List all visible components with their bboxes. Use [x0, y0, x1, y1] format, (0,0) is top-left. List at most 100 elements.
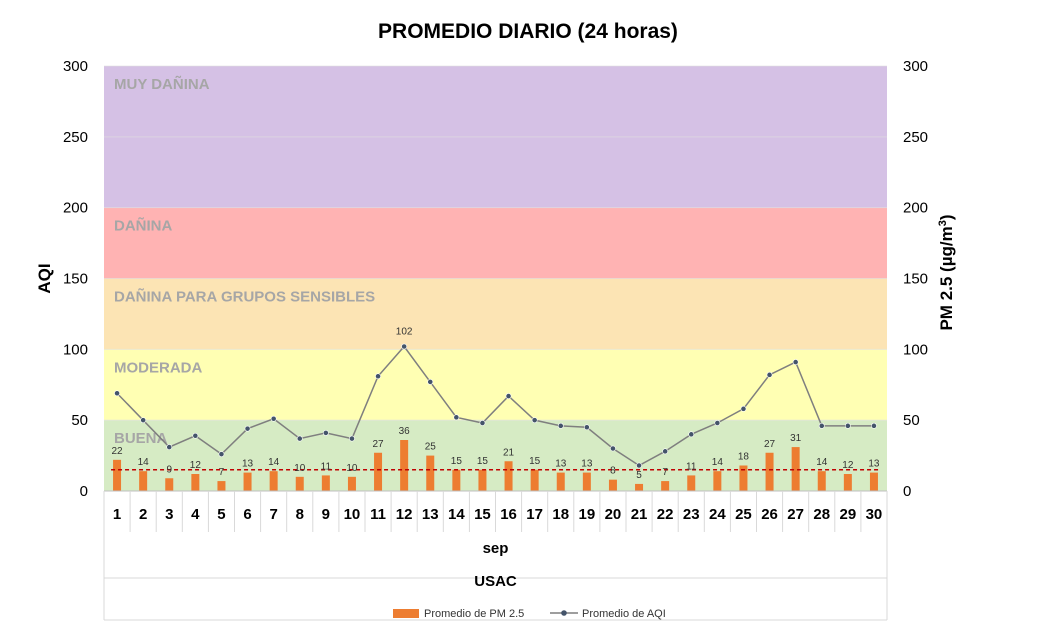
x-tick-label: 6	[243, 506, 251, 523]
aqi-point	[401, 343, 408, 350]
pm25-bar-label: 12	[190, 460, 202, 471]
pm25-bar-label: 27	[764, 439, 776, 450]
pm25-bar-label: 14	[816, 457, 828, 468]
x-tick-label: 15	[474, 506, 491, 523]
x-tick-label: 12	[396, 506, 413, 523]
pm25-bar-label: 7	[662, 467, 668, 478]
x-axis-sublabel: sep	[483, 540, 509, 557]
aqi-point	[818, 422, 825, 429]
aqi-point	[844, 422, 851, 429]
aqi-point	[140, 417, 147, 424]
pm25-bar	[608, 479, 617, 491]
pm25-bar	[843, 474, 852, 491]
y-right-tick-0: 0	[903, 483, 911, 500]
pm25-bar-label: 11	[686, 461, 697, 472]
y-left-tick-3: 150	[63, 271, 88, 288]
pm25-bar-label: 13	[868, 459, 880, 470]
pm25-bar-label: 21	[503, 447, 515, 458]
aqi-point	[688, 431, 695, 438]
band-label-0: BUENA	[114, 430, 168, 447]
pm25-bar-label: 11	[321, 461, 332, 472]
aqi-point	[322, 430, 329, 436]
aqi-point	[662, 448, 669, 455]
pm25-bar-label: 14	[268, 457, 280, 468]
x-axis-group-label: USAC	[474, 573, 517, 590]
y-left-tick-1: 50	[71, 412, 88, 429]
pm25-bar	[661, 481, 670, 491]
legend-bar-swatch	[393, 609, 419, 618]
y-right-tick-6: 300	[903, 58, 928, 75]
pm25-bar-label: 14	[712, 457, 724, 468]
pm25-bar	[452, 469, 461, 491]
aqi-point	[531, 417, 538, 424]
pm25-bar-label: 7	[219, 467, 225, 478]
x-tick-label: 28	[813, 506, 830, 523]
pm25-bar-label: 10	[294, 463, 306, 474]
pm25-bar	[347, 476, 356, 491]
x-tick-label: 19	[579, 506, 596, 523]
y-right-tick-5: 250	[903, 129, 928, 146]
legend-line-marker	[561, 610, 567, 616]
pm25-bar-label: 14	[138, 457, 150, 468]
y-left-axis-title: AQI	[35, 263, 54, 293]
y-left-tick-0: 0	[80, 483, 88, 500]
pm25-bar-label: 18	[738, 452, 750, 463]
x-tick-label: 29	[840, 506, 857, 523]
data-labels: 22 14 9 12 7 13 14 10 11 10 27 36 25 15 15 21 15 13 13 8 5 7 1…	[111, 327, 879, 481]
aqi-line-path	[116, 345, 874, 467]
x-tick-label: 5	[217, 506, 225, 523]
pm25-bar	[191, 474, 200, 491]
pm25-bar-label: 25	[425, 442, 437, 453]
aqi-point	[114, 390, 120, 397]
pm25-bar-label: 13	[242, 459, 254, 470]
pm25-bar	[478, 469, 487, 491]
pm25-bar	[791, 447, 800, 491]
pm25-bar	[139, 471, 148, 491]
legend-line-label: Promedio de AQI	[582, 608, 666, 620]
aqi-point	[479, 420, 486, 426]
pm25-bar	[426, 455, 435, 491]
pm25-bar-label: 15	[451, 456, 463, 467]
aqi-point	[505, 393, 512, 399]
y-left-tick-5: 250	[63, 129, 88, 146]
y-left-tick-4: 200	[63, 200, 88, 217]
aqi-point	[583, 424, 590, 431]
pm25-bar-label: 22	[111, 446, 123, 457]
aqi-point	[792, 359, 799, 365]
pm25-bar	[635, 483, 644, 491]
pm25-bar-label: 8	[610, 466, 616, 477]
pm25-bar	[582, 472, 591, 491]
legend-bar-label: Promedio de PM 2.5	[424, 608, 524, 620]
x-tick-label: 11	[370, 506, 386, 523]
x-tick-label: 2	[139, 506, 147, 523]
aqi-point	[296, 435, 303, 442]
x-tick-label: 18	[552, 506, 569, 523]
pm25-bar	[765, 452, 774, 491]
aqi-point	[192, 432, 199, 439]
x-tick-label: 8	[296, 506, 304, 523]
x-tick-label: 4	[191, 506, 200, 523]
pm25-bar-label: 5	[636, 470, 642, 481]
pm25-bar	[817, 471, 826, 491]
pm25-bar-label: 15	[477, 456, 489, 467]
x-tick-label: 7	[269, 506, 277, 523]
x-tick-label: 16	[500, 506, 517, 523]
band-2	[104, 278, 887, 350]
x-tick-label: 13	[422, 506, 439, 523]
aqi-point	[427, 379, 434, 385]
pm25-bar	[400, 440, 409, 491]
pm25-bar	[687, 475, 696, 491]
band-label-3: DAÑINA	[114, 217, 172, 235]
band-label-1: MODERADA	[114, 359, 202, 376]
pm25-bar	[739, 465, 748, 491]
aqi-point	[270, 415, 277, 422]
y-right-tick-1: 50	[903, 412, 920, 429]
x-tick-label: 24	[709, 506, 726, 523]
aqi-point	[871, 422, 877, 429]
aqi-point	[557, 422, 564, 429]
legend: Promedio de PM 2.5 Promedio de AQI	[393, 608, 666, 620]
x-tick-label: 21	[631, 506, 648, 523]
pm25-bar	[269, 471, 278, 491]
